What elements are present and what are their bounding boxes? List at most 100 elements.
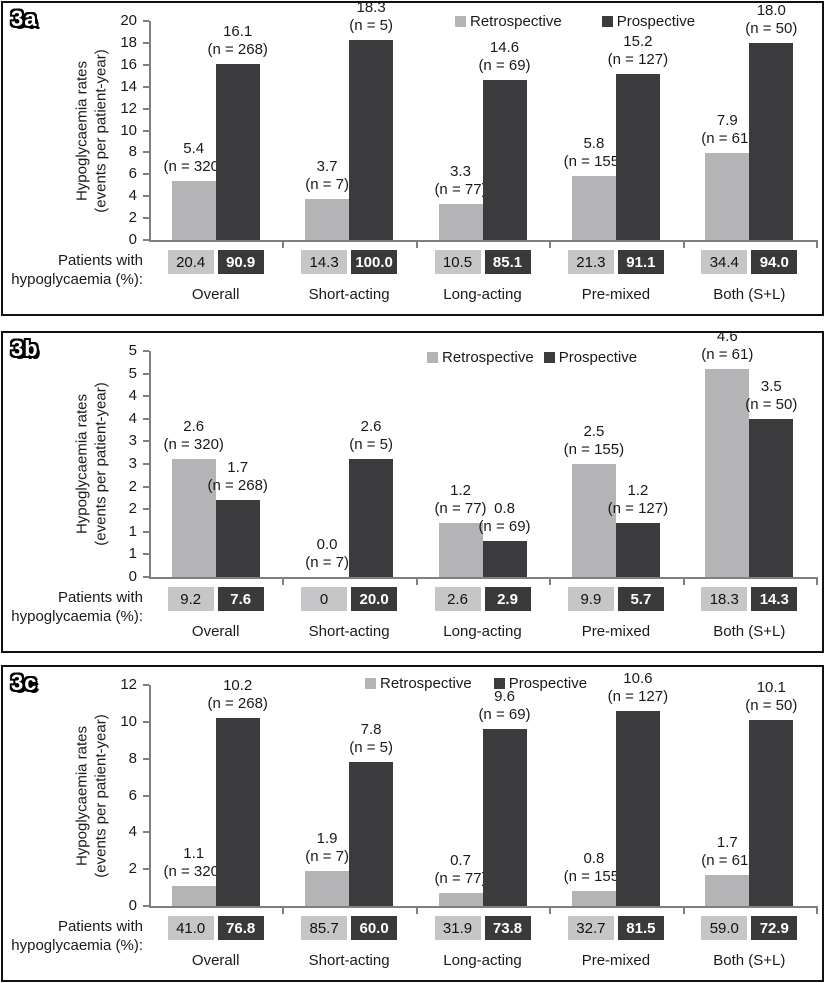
patients-pct-prospective-badge: 72.9 — [751, 916, 798, 940]
bar-value-label: 7.8 (n = 5) — [311, 721, 431, 757]
y-axis-tick-label: 2 — [128, 209, 137, 227]
y-axis-tick-label: 0 — [128, 897, 137, 914]
patients-pct-retrospective-badge: 18.3 — [701, 587, 748, 611]
bar-n-count: (n = 50) — [745, 697, 798, 714]
patients-with-hypoglycaemia-label: Patients with hypoglycaemia (%): — [3, 251, 143, 289]
bar-n-count: (n = 69) — [478, 57, 531, 74]
bar-n-count: (n = 320) — [163, 436, 224, 453]
bar-n-count: (n = 7) — [305, 848, 349, 865]
x-axis-tick — [682, 242, 685, 248]
patients-pct-retrospective-badge: 21.3 — [567, 250, 614, 274]
bar-value-label: 3.7 (n = 7) — [267, 158, 387, 194]
bar-value-label: 5.8 (n = 155) — [534, 135, 654, 171]
y-axis-tick-label: 1 — [128, 545, 137, 563]
y-axis-tick — [143, 85, 149, 88]
legend-label: Retrospective — [470, 13, 562, 30]
bar-n-count: (n = 268) — [207, 477, 268, 494]
bar-value: 0.7 — [450, 852, 471, 869]
footer-label-line1: Patients with — [57, 252, 143, 269]
bar-value: 0.8 — [494, 500, 515, 517]
bar-prospective-2 — [349, 762, 394, 906]
patients-pct-prospective-badge: 73.8 — [484, 916, 531, 940]
x-axis-tick — [282, 908, 285, 914]
y-axis-tick-label: 12 — [120, 99, 137, 117]
legend: Retrospective Prospective — [427, 349, 637, 366]
bar-value: 1.2 — [450, 482, 471, 499]
y-axis-tick — [143, 868, 149, 871]
patients-pct-retrospective-badge: 10.5 — [434, 250, 481, 274]
y-axis-tick — [143, 757, 149, 760]
patients-pct-retrospective-badge: 41.0 — [167, 916, 214, 940]
category-label-1: Overall — [191, 952, 240, 969]
patients-pct-prospective-badge: 85.1 — [484, 250, 531, 274]
patients-pct-retrospective-badge: 14.3 — [301, 250, 348, 274]
bar-value-label: 3.3 (n = 77) — [401, 163, 521, 199]
bar-n-count: (n = 5) — [349, 739, 393, 756]
bar-prospective-2 — [349, 459, 394, 577]
x-axis-tick — [415, 579, 418, 585]
bar-prospective-4 — [615, 523, 660, 577]
bar-value-label: 16.1 (n = 268) — [178, 23, 298, 59]
x-axis-tick — [282, 579, 285, 585]
category-label-1: Overall — [191, 623, 240, 640]
legend-item-prospective: Prospective — [543, 349, 637, 366]
y-axis-tick — [143, 508, 149, 511]
y-axis-line — [149, 351, 151, 579]
chart-panel-3b: 3b Hypoglycaemia rates (events per patient… — [1, 328, 825, 653]
patients-pct-prospective-badge: 81.5 — [617, 916, 664, 940]
bar-prospective-1 — [215, 64, 260, 240]
x-axis-tick — [682, 579, 685, 585]
patients-pct-prospective-badge: 90.9 — [217, 250, 264, 274]
bar-value: 2.5 — [583, 423, 605, 440]
y-axis-tick-label: 3 — [128, 432, 137, 450]
bar-value: 0.0 — [316, 536, 338, 553]
y-axis-tick-label: 16 — [120, 55, 137, 73]
bar-value-label: 0.8 (n = 69) — [445, 500, 565, 536]
footer-label-line1: Patients with — [57, 918, 143, 935]
bar-n-count: (n = 61) — [701, 346, 754, 363]
patients-pct-retrospective-badge: 85.7 — [301, 916, 348, 940]
bar-retrospective-1 — [171, 886, 216, 906]
bar-value: 3.3 — [450, 163, 471, 180]
bar-value-label: 18.0 (n = 50) — [711, 2, 825, 38]
bar-n-count: (n = 69) — [478, 706, 531, 723]
footer-label-line2: hypoglycaemia (%): — [11, 271, 143, 288]
bar-value-label: 2.5 (n = 155) — [534, 423, 654, 459]
bar-value: 18.0 — [756, 2, 786, 19]
legend-item-retrospective: Retrospective — [365, 675, 472, 692]
patients-pct-prospective-badge: 100.0 — [351, 250, 398, 274]
y-axis-tick — [143, 41, 149, 44]
footer-label-line2: hypoglycaemia (%): — [11, 608, 143, 625]
bar-retrospective-3 — [438, 204, 483, 240]
bar-value: 5.4 — [183, 140, 205, 157]
y-axis-tick — [143, 239, 149, 241]
bar-retrospective-2 — [305, 871, 350, 906]
bar-retrospective-2 — [305, 199, 350, 240]
bar-value: 1.2 — [627, 482, 649, 499]
bar-value: 7.9 — [716, 112, 738, 129]
bar-value-label: 3.5 (n = 50) — [711, 378, 825, 414]
category-label-3: Long-acting — [443, 952, 522, 969]
y-axis-tick-label: 5 — [128, 342, 137, 359]
patients-pct-retrospective-badge: 32.7 — [567, 916, 614, 940]
bar-n-count: (n = 61) — [701, 130, 754, 147]
y-axis-tick — [143, 485, 149, 488]
bar-value: 9.6 — [494, 688, 515, 705]
y-axis-tick-label: 4 — [128, 187, 137, 205]
bar-prospective-5 — [749, 720, 794, 906]
patients-pct-prospective-badge: 91.1 — [617, 250, 664, 274]
x-axis-line — [149, 577, 818, 579]
x-axis-tick — [816, 908, 818, 914]
patients-pct-prospective-badge: 2.9 — [484, 587, 531, 611]
legend-swatch-prospective — [601, 16, 613, 27]
y-axis-tick — [143, 720, 149, 723]
y-axis-tick-label: 3 — [128, 455, 137, 472]
bar-value: 1.9 — [316, 830, 338, 847]
bar-n-count: (n = 77) — [434, 870, 487, 887]
patients-with-hypoglycaemia-label: Patients with hypoglycaemia (%): — [3, 917, 143, 955]
category-label-4: Pre-mixed — [581, 623, 651, 640]
y-axis-tick-label: 8 — [128, 143, 137, 161]
bar-value-label: 0.7 (n = 77) — [401, 852, 521, 888]
patients-pct-prospective-badge: 7.6 — [217, 587, 264, 611]
bar-n-count: (n = 7) — [305, 554, 349, 571]
